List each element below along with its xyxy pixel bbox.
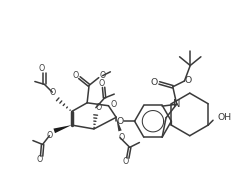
Text: O: O <box>37 155 43 165</box>
Text: O: O <box>185 75 192 85</box>
Text: O: O <box>49 88 55 97</box>
Text: O: O <box>96 103 102 112</box>
Polygon shape <box>53 125 72 133</box>
Text: O: O <box>72 71 79 80</box>
Text: O: O <box>99 71 106 80</box>
Text: O: O <box>99 79 105 88</box>
Text: O: O <box>151 78 158 87</box>
Polygon shape <box>116 117 122 131</box>
Text: O: O <box>119 133 125 142</box>
Text: OH: OH <box>218 113 232 122</box>
Text: O: O <box>110 100 116 109</box>
Text: O: O <box>116 117 124 126</box>
Text: O: O <box>38 64 45 73</box>
Text: N: N <box>173 99 180 109</box>
Text: O: O <box>46 131 52 140</box>
Text: O: O <box>123 157 129 166</box>
